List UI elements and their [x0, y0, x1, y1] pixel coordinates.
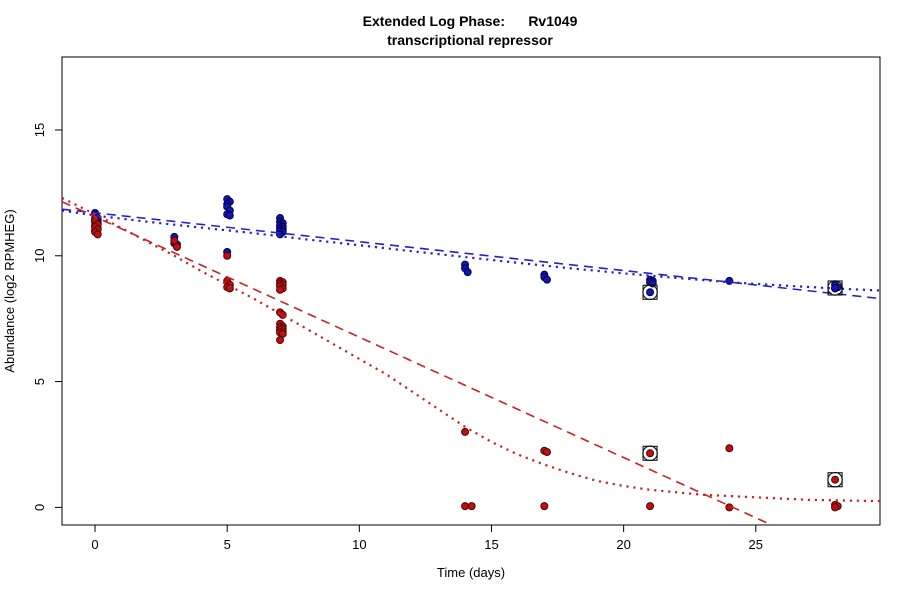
y-axis-label: Abundance (log2 RPMHEG)	[2, 209, 17, 372]
flagged-data-point-red-condition	[831, 475, 840, 484]
data-point-blue-condition	[225, 211, 234, 220]
flagged-data-point-blue-condition	[646, 288, 655, 297]
chart-title-line1: Extended Log Phase: Rv1049	[362, 13, 578, 29]
x-tick-label: 15	[484, 537, 498, 552]
data-point-red-condition	[542, 448, 551, 457]
y-tick-label: 0	[32, 504, 47, 511]
plot-box	[61, 56, 881, 526]
flag-circle-marker	[827, 471, 843, 488]
x-tick-label: 20	[616, 537, 630, 552]
x-tick-label: 5	[224, 537, 231, 552]
red-dashed-fit	[61, 200, 772, 526]
data-point-blue-condition	[542, 275, 551, 284]
chart-title-line2: transcriptional repressor	[387, 32, 553, 48]
data-point-red-condition	[93, 230, 102, 239]
flagged-data-point-blue-condition	[831, 283, 840, 292]
data-point-red-condition	[461, 502, 470, 511]
data-point-blue-condition	[463, 268, 472, 277]
x-tick-label: 10	[352, 537, 366, 552]
data-point-red-condition	[276, 336, 285, 345]
flag-circle-marker	[642, 284, 658, 301]
flag-circle-marker	[827, 280, 843, 296]
data-point-red-condition	[223, 251, 232, 260]
blue-dashed-fit	[61, 208, 881, 300]
flagged-data-point-red-condition	[646, 449, 655, 458]
x-tick-label: 25	[749, 537, 763, 552]
data-point-red-condition	[646, 502, 655, 511]
y-tick-label: 10	[32, 249, 47, 263]
data-point-red-condition	[276, 285, 285, 294]
x-axis-label: Time (days)	[437, 565, 505, 580]
flag-circle-marker	[642, 445, 658, 462]
chart-title: Extended Log Phase: Rv1049 transcription…	[40, 12, 900, 50]
x-tick-label: 0	[91, 537, 98, 552]
y-tick-label: 15	[32, 123, 47, 137]
data-point-red-condition	[467, 502, 476, 511]
data-point-red-condition	[725, 444, 734, 453]
plot-content: 0 5 10 15 20 25 0 5 10 15	[32, 123, 881, 552]
data-point-red-condition	[172, 242, 181, 251]
data-point-red-condition	[540, 502, 549, 511]
data-point-red-condition	[831, 503, 840, 512]
red-dotted-fit	[61, 196, 881, 503]
y-tick-label: 5	[32, 378, 47, 385]
data-point-red-condition	[461, 427, 470, 436]
